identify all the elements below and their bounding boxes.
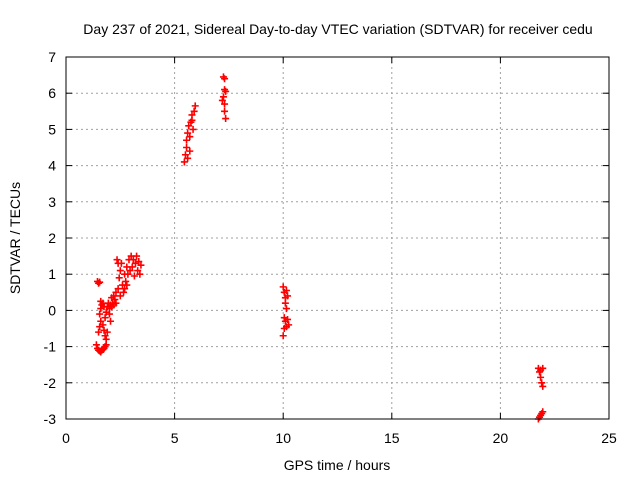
data-point (92, 341, 100, 349)
data-point (133, 252, 141, 260)
data-point (110, 292, 118, 300)
data-point (102, 335, 110, 343)
data-point (219, 93, 227, 101)
data-point (130, 272, 138, 280)
data-point (124, 270, 132, 278)
x-tick-label: 15 (384, 430, 400, 446)
data-point (537, 373, 545, 381)
axis-ticks: 0 5 10 15 20 25 -3 -2 -1 0 1 2 3 4 5 6 7 (44, 49, 617, 446)
data-point (189, 125, 197, 133)
data-point (186, 147, 194, 155)
y-tick-label: 0 (48, 302, 56, 318)
data-point (284, 292, 292, 300)
data-point (95, 328, 103, 336)
data-point (107, 317, 115, 325)
data-point (188, 116, 196, 124)
data-point (190, 107, 198, 115)
data-point (120, 288, 128, 296)
y-tick-label: 7 (48, 49, 56, 65)
grid (66, 57, 609, 419)
y-tick-label: 3 (48, 194, 56, 210)
data-point (95, 279, 103, 287)
data-point (285, 321, 293, 329)
data-point (539, 408, 547, 416)
data-point (134, 267, 142, 275)
data-point (116, 292, 124, 300)
data-point (221, 100, 229, 108)
x-tick-label: 20 (493, 430, 509, 446)
data-point (122, 277, 130, 285)
x-axis-label: GPS time / hours (284, 457, 391, 473)
data-point (280, 314, 288, 322)
data-point (221, 107, 229, 115)
y-axis-label: SDTVAR / TECUs (7, 182, 23, 294)
data-point (96, 278, 104, 286)
data-point (129, 256, 137, 264)
y-tick-label: 2 (48, 230, 56, 246)
y-tick-label: -3 (44, 411, 57, 427)
data-point (117, 259, 125, 267)
data-point (539, 364, 547, 372)
data-point (185, 122, 193, 130)
x-tick-label: 5 (171, 430, 179, 446)
data-point (97, 317, 105, 325)
data-point (126, 267, 134, 275)
data-point (123, 281, 131, 289)
data-point (222, 87, 230, 95)
data-point (183, 136, 191, 144)
data-point (282, 286, 290, 294)
y-tick-label: -1 (44, 339, 57, 355)
y-tick-label: 6 (48, 85, 56, 101)
data-point (183, 144, 191, 151)
data-point (115, 274, 123, 282)
data-point (101, 332, 109, 340)
data-point (112, 288, 120, 296)
data-point (281, 299, 289, 307)
data-point (184, 129, 192, 137)
x-tick-label: 25 (601, 430, 617, 446)
y-tick-label: 1 (48, 266, 56, 282)
data-point (113, 256, 121, 264)
data-point (279, 283, 287, 291)
data-point (181, 151, 189, 159)
data-point (180, 158, 188, 166)
x-tick-label: 10 (275, 430, 291, 446)
plot-frame (65, 56, 610, 420)
data-point (116, 267, 124, 275)
data-points (92, 73, 547, 423)
data-point (222, 115, 230, 123)
data-point (112, 299, 120, 307)
data-point (128, 263, 136, 271)
y-tick-label: 4 (48, 158, 56, 174)
data-point (184, 154, 192, 162)
chart-title: Day 237 of 2021, Sidereal Day-to-day VTE… (83, 21, 592, 37)
data-point (218, 96, 226, 104)
data-point (221, 75, 229, 83)
data-point (99, 321, 107, 329)
data-point (121, 285, 129, 293)
data-point (191, 102, 199, 110)
data-point (96, 310, 104, 318)
y-tick-label: 5 (48, 121, 56, 137)
data-point (114, 285, 122, 293)
data-point (137, 261, 145, 269)
data-point (111, 296, 119, 304)
data-point (186, 133, 194, 141)
data-point (538, 379, 546, 387)
data-point (539, 382, 547, 390)
data-point (136, 270, 144, 278)
data-point (103, 328, 111, 336)
x-tick-label: 0 (62, 430, 70, 446)
data-point (282, 305, 290, 313)
data-point (279, 332, 287, 340)
y-tick-label: -2 (44, 375, 57, 391)
data-point (97, 297, 105, 305)
data-point (101, 314, 109, 322)
data-point (135, 258, 143, 266)
